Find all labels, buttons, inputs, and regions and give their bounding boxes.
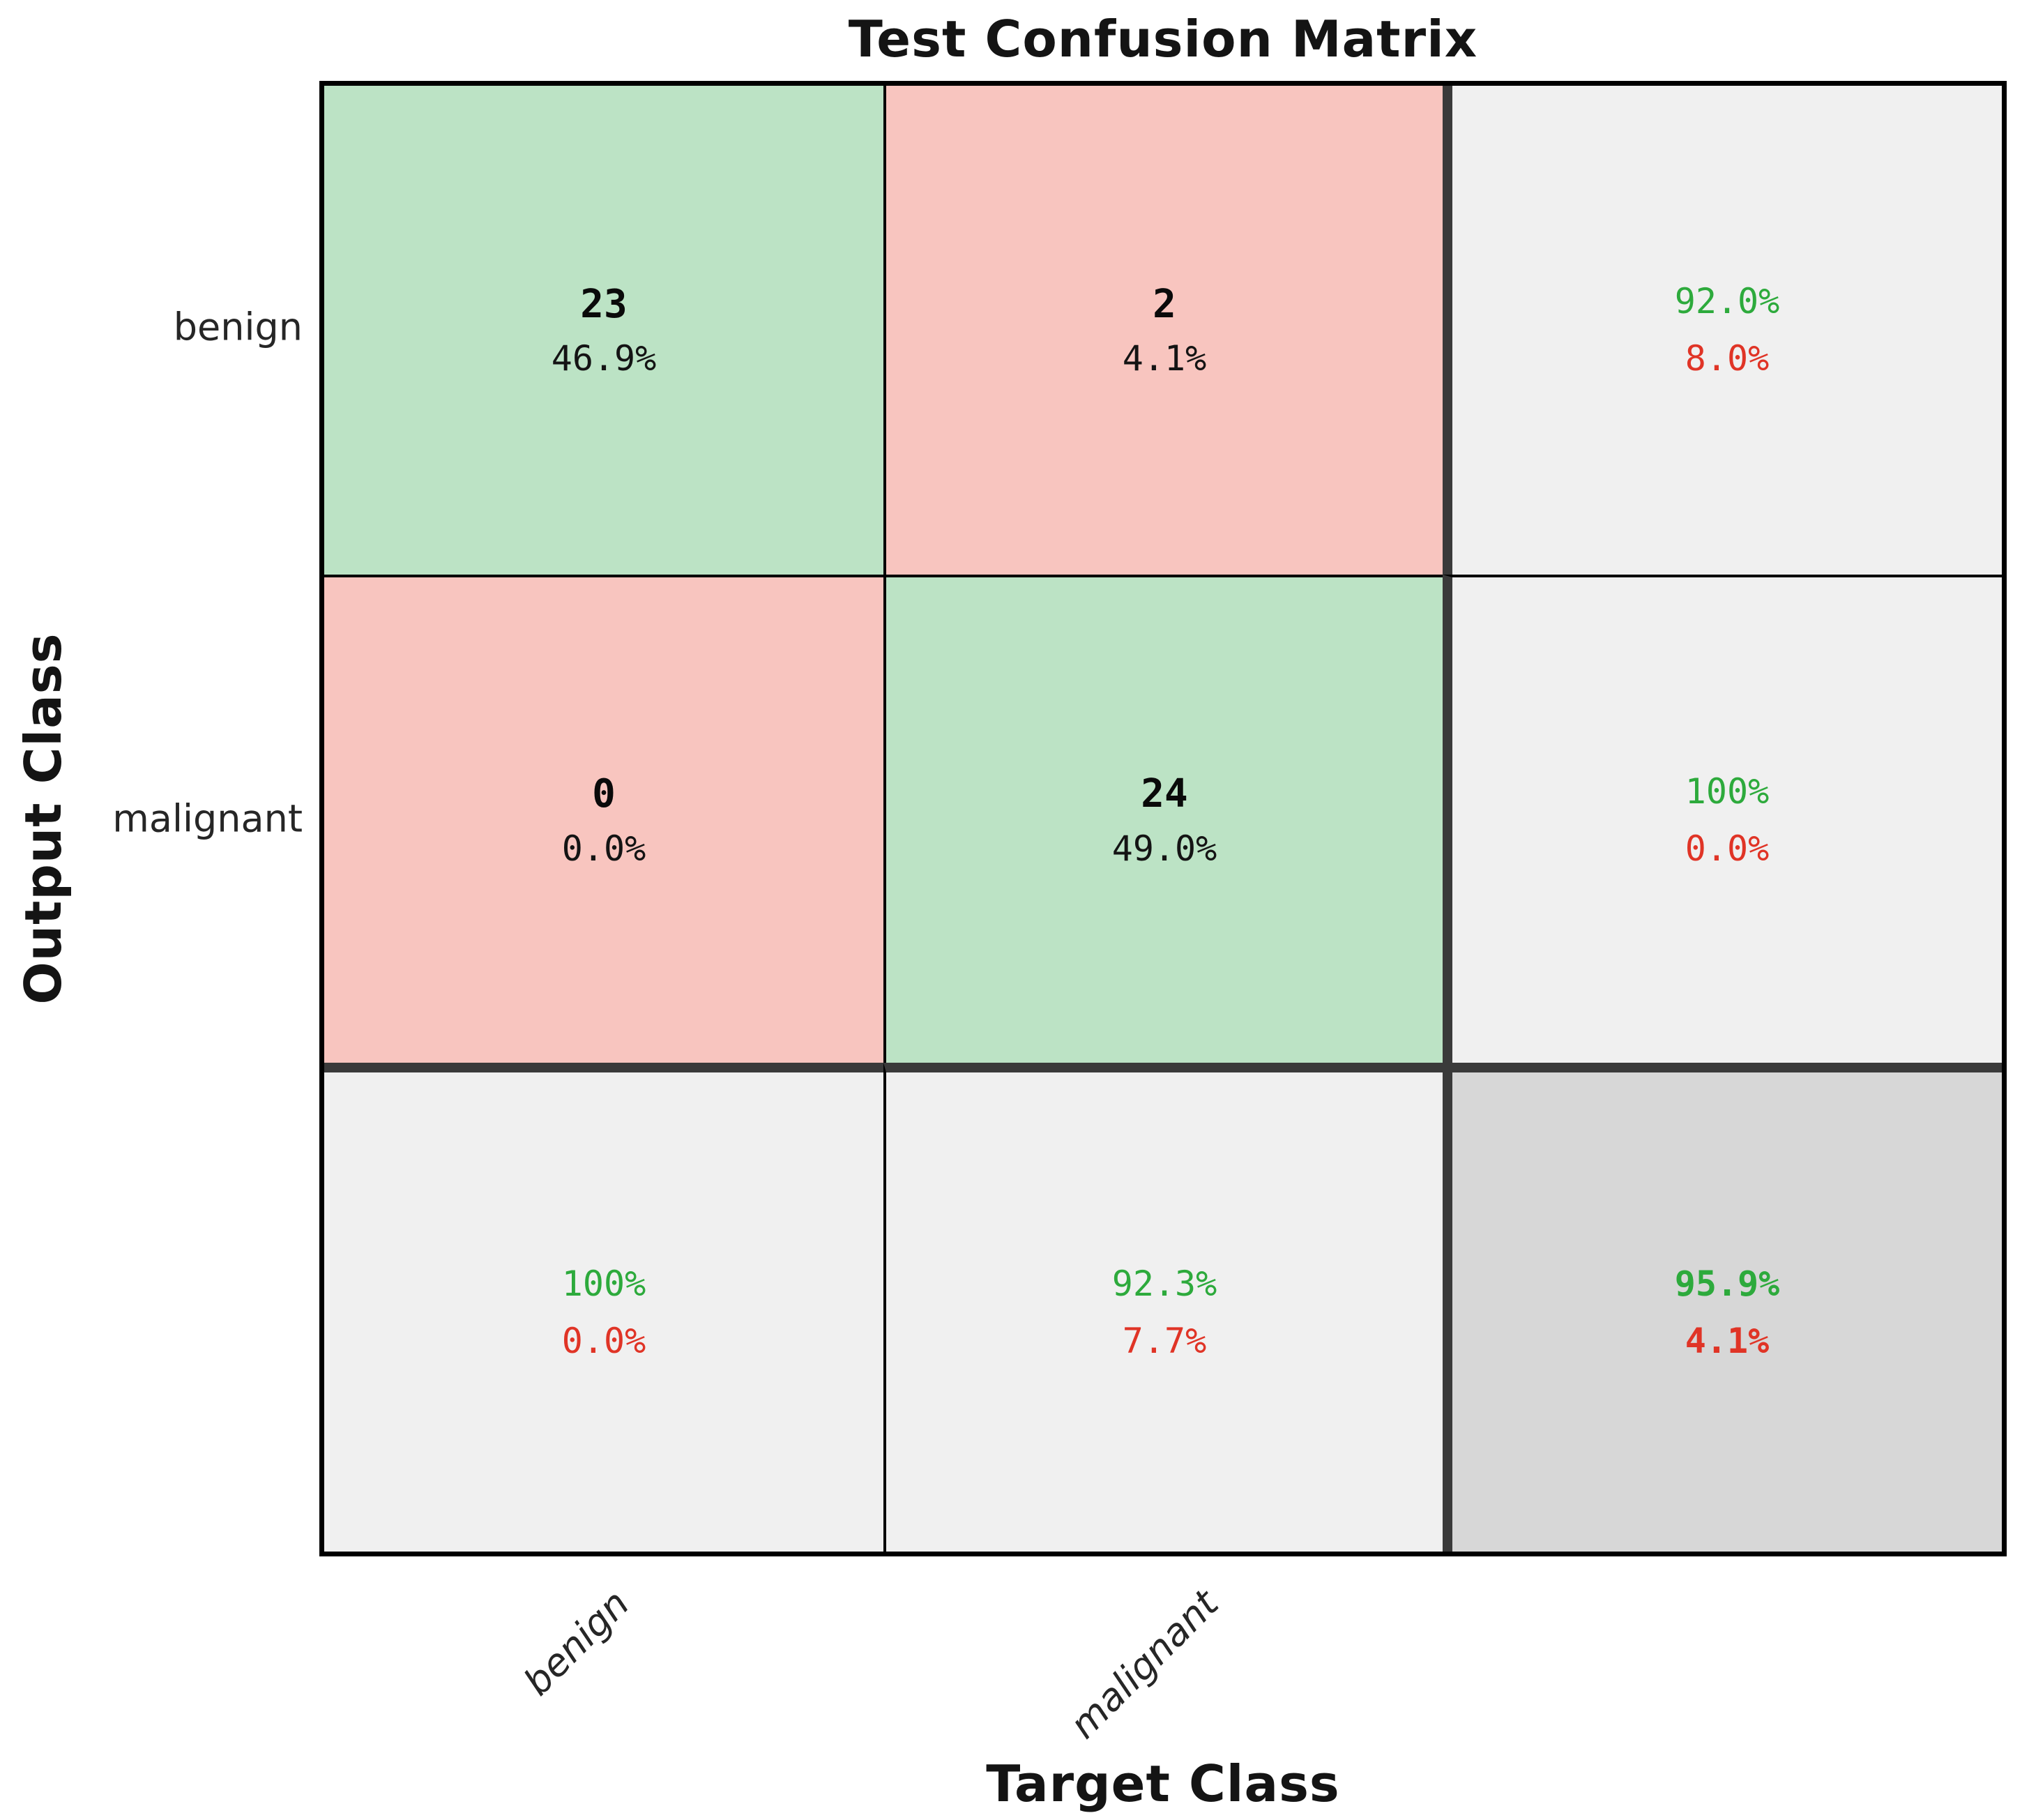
chart-title: Test Confusion Matrix <box>848 10 1478 68</box>
y-tick-benign: benign <box>173 305 303 349</box>
count-value: 2 <box>1153 281 1176 327</box>
x-axis-label: Target Class <box>986 1754 1340 1813</box>
col-summary-benign: 100% 0.0% <box>324 1063 883 1552</box>
y-tick-malignant: malignant <box>112 796 303 841</box>
positive-percent: 100% <box>1685 771 1770 812</box>
overall-accuracy-cell: 95.9% 4.1% <box>1443 1063 2002 1552</box>
cell-malignant-malignant: 24 49.0% <box>883 574 1443 1063</box>
positive-percent: 92.3% <box>1111 1263 1217 1304</box>
confusion-matrix-grid: 23 46.9% 2 4.1% 92.0% 8.0% 0 0.0% 24 49.… <box>319 81 2007 1556</box>
percent-value: 49.0% <box>1111 828 1217 869</box>
negative-percent: 0.0% <box>1685 828 1770 869</box>
cell-benign-benign: 23 46.9% <box>324 86 883 575</box>
count-value: 24 <box>1141 771 1188 817</box>
negative-percent: 8.0% <box>1685 338 1770 379</box>
percent-value: 46.9% <box>551 338 657 379</box>
cell-benign-malignant: 2 4.1% <box>883 86 1443 575</box>
percent-value: 0.0% <box>561 828 646 869</box>
negative-percent: 7.7% <box>1122 1320 1207 1361</box>
row-summary-benign: 92.0% 8.0% <box>1443 86 2002 575</box>
positive-percent: 100% <box>561 1263 646 1304</box>
overall-accuracy-percent: 95.9% <box>1674 1263 1780 1304</box>
col-summary-malignant: 92.3% 7.7% <box>883 1063 1443 1552</box>
positive-percent: 92.0% <box>1674 281 1780 322</box>
cell-malignant-benign: 0 0.0% <box>324 574 883 1063</box>
negative-percent: 0.0% <box>561 1320 646 1361</box>
row-summary-malignant: 100% 0.0% <box>1443 574 2002 1063</box>
percent-value: 4.1% <box>1122 338 1207 379</box>
overall-error-percent: 4.1% <box>1685 1320 1770 1361</box>
count-value: 0 <box>592 771 616 817</box>
count-value: 23 <box>580 281 628 327</box>
